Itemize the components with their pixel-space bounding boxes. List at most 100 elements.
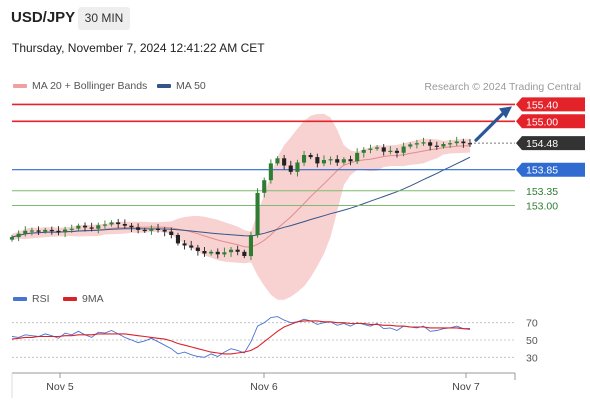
legend-rsi-label: RSI: [32, 293, 50, 305]
candle-body: [375, 147, 380, 149]
level-label-155.40: 155.40: [526, 99, 558, 111]
candle-body: [302, 155, 307, 163]
candle-body: [275, 158, 280, 164]
legend-ma50: MA 50: [157, 80, 206, 92]
level-labels: 155.40 155.00 154.48 153.85 153.35 153.00: [516, 97, 585, 213]
candle-body: [136, 227, 141, 230]
candlesticks: [9, 136, 472, 261]
candle-body: [169, 231, 174, 235]
x-tick-label-0: Nov 5: [46, 381, 74, 393]
candle-body: [209, 251, 214, 254]
bollinger-bands: [12, 113, 470, 300]
timeframe-badge[interactable]: 30 MIN: [78, 7, 130, 30]
candle-body: [328, 159, 333, 161]
candle-body: [335, 159, 340, 163]
rsi-ma-swatch: [63, 297, 77, 301]
bollinger-band-area: [12, 113, 470, 300]
candle-body: [268, 163, 273, 181]
price-levels: [12, 103, 515, 207]
rsi-panel: 70 50 30: [11, 316, 538, 364]
research-credit: Research © 2024 Trading Central: [424, 81, 581, 93]
candle-body: [122, 224, 127, 226]
candle-body: [408, 144, 413, 147]
candle-body: [215, 251, 220, 255]
candle-body: [434, 145, 439, 147]
candle-body: [129, 225, 134, 228]
rsi-ma-line: [11, 320, 470, 355]
candle-body: [9, 237, 14, 240]
level-label-153.85: 153.85: [526, 165, 558, 177]
candle-body: [69, 228, 74, 230]
x-tick-label-1: Nov 6: [250, 381, 278, 393]
candle-body: [63, 229, 68, 233]
legend-ma20-label: MA 20 + Bollinger Bands: [32, 80, 148, 92]
rsi-tick-30: 30: [526, 352, 538, 364]
legend-rsi-ma: 9MA: [63, 293, 104, 305]
rsi-tick-70: 70: [526, 318, 538, 330]
candle-body: [321, 160, 326, 164]
candle-body: [461, 141, 466, 144]
legend-rsi: RSI: [13, 293, 50, 305]
level-label-154.48: 154.48: [526, 138, 558, 150]
symbol-title: USD/JPY: [11, 9, 76, 26]
chart-timestamp: Thursday, November 7, 2024 12:41:22 AM C…: [12, 41, 265, 55]
candle-body: [454, 141, 459, 144]
candle-body: [142, 229, 147, 232]
candle-body: [175, 235, 180, 244]
candle-body: [448, 143, 453, 145]
candle-body: [262, 180, 267, 193]
candle-body: [355, 152, 360, 162]
candle-body: [341, 159, 346, 163]
level-label-153.00: 153.00: [526, 201, 558, 213]
candle-body: [381, 147, 386, 152]
time-axis: Nov 5 Nov 6 Nov 7: [11, 372, 516, 398]
candle-body: [394, 150, 399, 153]
candle-body: [248, 235, 253, 257]
candle-body: [189, 245, 194, 248]
level-label-153.35: 153.35: [526, 186, 558, 198]
candle-body: [16, 233, 21, 238]
moving-averages: [11, 145, 471, 248]
level-tag-155.40: [516, 97, 585, 112]
candle-body: [467, 143, 472, 145]
candle-body: [202, 251, 207, 254]
candle-body: [49, 229, 54, 232]
rsi-swatch: [13, 297, 27, 301]
candle-body: [162, 229, 167, 232]
rsi-line: [11, 316, 471, 358]
candle-body: [83, 225, 88, 228]
candle-body: [401, 146, 406, 153]
forecast-arrow: [474, 106, 512, 142]
candle-body: [421, 142, 426, 144]
candle-body: [23, 230, 28, 234]
candle-body: [76, 225, 81, 229]
x-tick-label-2: Nov 7: [452, 381, 480, 393]
candle-body: [388, 150, 393, 152]
level-tag-153.85: [516, 162, 585, 177]
candle-body: [229, 249, 234, 253]
candle-body: [102, 224, 107, 226]
candle-body: [96, 225, 101, 229]
legend-ma20-bollinger: MA 20 + Bollinger Bands: [13, 80, 147, 92]
candle-body: [255, 192, 260, 235]
candle-body: [36, 230, 41, 232]
candle-body: [414, 143, 419, 145]
rsi-tick-50: 50: [526, 335, 538, 347]
candle-body: [288, 165, 293, 172]
candle-body: [361, 149, 366, 153]
forecast-arrow-head: [499, 106, 512, 119]
candle-body: [29, 230, 34, 232]
legend-ma50-label: MA 50: [176, 80, 206, 92]
candle-body: [295, 162, 300, 172]
ma20-swatch: [13, 84, 27, 88]
candle-body: [308, 155, 313, 158]
candle-body: [368, 148, 373, 150]
candle-body: [156, 228, 161, 230]
ma50-line: [11, 156, 471, 238]
candle-body: [235, 249, 240, 252]
candle-body: [282, 158, 287, 166]
level-tag-155.00: [516, 114, 585, 129]
candle-body: [43, 229, 48, 232]
